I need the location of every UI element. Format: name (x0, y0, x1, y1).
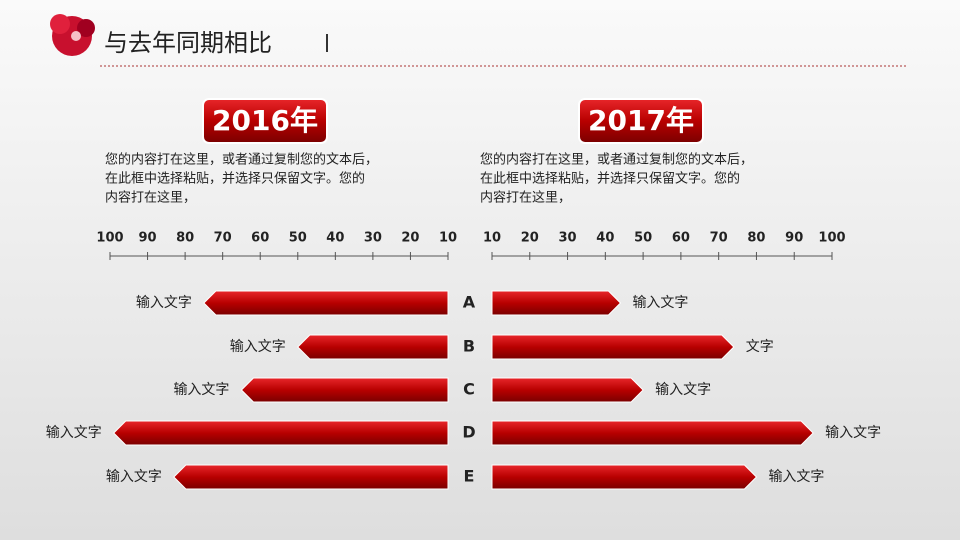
bar (113, 420, 449, 446)
category-label: A (463, 293, 476, 312)
description-line: 您的内容打在这里，或者通过复制您的文本后， (105, 152, 378, 168)
x-tick-label: 10 (439, 231, 457, 246)
bar (240, 377, 449, 403)
description-line: 在此框中选择粘贴，并选择只保留文字。您的 (105, 171, 365, 187)
description-line: 在此框中选择粘贴，并选择只保留文字。您的 (480, 171, 740, 187)
bar-annotation: 输入文字 (230, 339, 286, 355)
year-badge (578, 98, 704, 144)
x-tick-label: 60 (251, 231, 269, 246)
x-tick-label: 30 (559, 231, 577, 246)
description-line: 内容打在这里， (105, 190, 196, 206)
x-tick-label: 10 (483, 231, 501, 246)
x-tick-label: 90 (785, 231, 803, 246)
bar (203, 290, 449, 316)
bar-annotation: 输入文字 (825, 425, 881, 441)
x-tick-label: 40 (596, 231, 614, 246)
category-label: B (463, 337, 475, 356)
x-tick-label: 100 (96, 231, 123, 246)
x-tick-label: 70 (710, 231, 728, 246)
x-tick-label: 30 (364, 231, 382, 246)
x-tick-label: 80 (747, 231, 765, 246)
category-label: D (462, 423, 475, 442)
category-label: C (463, 380, 475, 399)
x-tick-label: 90 (139, 231, 157, 246)
bar (297, 334, 449, 360)
year-badge (202, 98, 328, 144)
year-badge-label: 2017年 (588, 104, 694, 137)
bar-annotation: 输入文字 (173, 382, 229, 398)
description-line: 内容打在这里， (480, 190, 571, 206)
x-tick-label: 20 (401, 231, 419, 246)
x-tick-label: 100 (818, 231, 845, 246)
category-label: E (464, 467, 475, 486)
title-bar (326, 34, 328, 52)
x-tick-label: 40 (326, 231, 344, 246)
bar-annotation: 输入文字 (46, 425, 102, 441)
bar (491, 420, 814, 446)
year-badge-label: 2016年 (212, 104, 318, 137)
slide-title: 与去年同期相比 (104, 29, 272, 57)
bar (491, 290, 622, 316)
bar-annotation: 输入文字 (655, 382, 711, 398)
bar-annotation: 输入文字 (768, 469, 824, 485)
bar (173, 464, 449, 490)
description-line: 您的内容打在这里，或者通过复制您的文本后， (480, 152, 753, 168)
bar-annotation: 输入文字 (136, 295, 192, 311)
bar-annotation: 文字 (746, 339, 774, 355)
bar (491, 464, 758, 490)
x-tick-label: 50 (289, 231, 307, 246)
bar-annotation: 输入文字 (632, 295, 688, 311)
x-tick-label: 80 (176, 231, 194, 246)
x-tick-label: 70 (214, 231, 232, 246)
x-tick-label: 60 (672, 231, 690, 246)
x-tick-label: 50 (634, 231, 652, 246)
x-tick-label: 20 (521, 231, 539, 246)
bar-annotation: 输入文字 (106, 469, 162, 485)
bar (491, 377, 644, 403)
flower-icon (50, 14, 95, 56)
bar (491, 334, 735, 360)
